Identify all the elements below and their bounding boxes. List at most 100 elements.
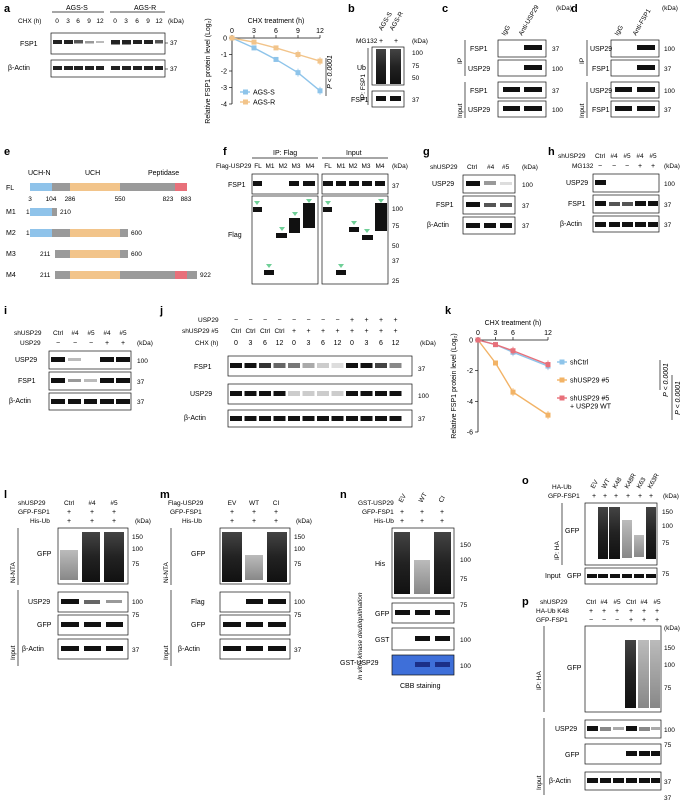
- j-usp29-sign: +: [364, 317, 368, 324]
- svg-text:K63R: K63R: [647, 472, 661, 490]
- j-usp29-bands: [230, 391, 402, 396]
- svg-text:M3: M3: [6, 251, 16, 258]
- svg-text:Input: Input: [579, 103, 586, 118]
- band: [360, 416, 373, 421]
- svg-text:IP: HA: IP: HA: [536, 671, 543, 690]
- band: [331, 363, 344, 368]
- band: [389, 363, 402, 368]
- j-chx-time: 12: [392, 340, 400, 347]
- svg-text:#4: #4: [636, 153, 644, 160]
- svg-text:Flag: Flag: [228, 232, 242, 239]
- svg-text:Ni-NTA: Ni-NTA: [10, 562, 17, 583]
- svg-text:Ni-NTA: Ni-NTA: [163, 562, 170, 583]
- svg-text:75: 75: [664, 685, 672, 692]
- svg-text:M1: M1: [265, 163, 274, 170]
- svg-text:IgG: IgG: [501, 24, 512, 37]
- a-chx-label: CHX (h): [18, 18, 41, 25]
- svg-text:104: 104: [46, 196, 57, 203]
- svg-text:1: 1: [26, 230, 30, 237]
- panel-label-n: n: [340, 489, 347, 501]
- legend-label: shCtrl: [570, 360, 589, 367]
- svg-text:100: 100: [294, 546, 305, 553]
- svg-text:CHX (h): CHX (h): [195, 340, 218, 347]
- y-axis-label: Relative FSP1 protein level (Log₂): [451, 333, 458, 438]
- svg-text:100: 100: [664, 727, 675, 734]
- svg-text:GST-USP29: GST-USP29: [340, 660, 379, 667]
- a-actin-bands: [53, 66, 163, 70]
- svg-text:GFP: GFP: [375, 611, 390, 618]
- svg-text:100: 100: [552, 107, 563, 114]
- svg-text:+: +: [440, 509, 444, 516]
- band: [317, 416, 329, 421]
- svg-text:+: +: [651, 163, 655, 170]
- svg-text:75: 75: [392, 223, 400, 230]
- svg-text:+: +: [230, 518, 234, 525]
- svg-text:0: 0: [113, 18, 117, 25]
- svg-text:+: +: [379, 38, 383, 45]
- band: [317, 391, 329, 396]
- svg-text:+: +: [105, 340, 109, 347]
- svg-text:37: 37: [552, 88, 560, 95]
- svg-text:100: 100: [664, 88, 675, 95]
- svg-text:Ctrl: Ctrl: [53, 330, 64, 337]
- svg-text:+: +: [420, 509, 424, 516]
- svg-text:+: +: [90, 509, 94, 516]
- chart-k: 0 3 6 12 0 -2 -4 -6 CHX treatment (h) Relative FS…: [451, 320, 682, 439]
- svg-text:600: 600: [131, 230, 142, 237]
- svg-text:GFP-FSP1: GFP-FSP1: [170, 509, 202, 516]
- band: [288, 416, 300, 421]
- legend-label: shUSP29 #5: [570, 378, 609, 385]
- j-usp29-sign: −: [321, 317, 325, 324]
- svg-text:USP29: USP29: [468, 66, 490, 73]
- band: [230, 391, 242, 396]
- a-group-r: AGS-R: [134, 5, 156, 12]
- svg-text:12: 12: [155, 18, 163, 25]
- svg-text:K48: K48: [612, 476, 624, 490]
- band: [302, 416, 315, 421]
- svg-text:GFP: GFP: [565, 528, 580, 535]
- svg-text:K63: K63: [636, 476, 648, 490]
- a-row-actin: β-Actin: [8, 65, 30, 72]
- panel-label-g: g: [423, 146, 430, 158]
- svg-text:(kDa): (kDa): [664, 163, 680, 170]
- svg-text:M3: M3: [291, 163, 300, 170]
- svg-text:M1: M1: [336, 163, 345, 170]
- b-ip-label: IP: FSP1: [360, 74, 367, 100]
- band: [375, 391, 387, 396]
- svg-text:37: 37: [664, 779, 672, 786]
- band: [331, 391, 344, 396]
- svg-text:(kDa): (kDa): [135, 518, 151, 525]
- svg-text:USP29: USP29: [566, 180, 588, 187]
- y-tick-label: -1: [221, 52, 227, 59]
- svg-text:GFP-FSP1: GFP-FSP1: [548, 493, 580, 500]
- svg-text:Peptidase: Peptidase: [148, 170, 179, 177]
- svg-text:3: 3: [124, 18, 128, 25]
- panel-label-h: h: [548, 146, 555, 158]
- j-chx-time: 0: [234, 340, 238, 347]
- data-point: [273, 45, 279, 51]
- svg-text:(kDa): (kDa): [296, 518, 312, 525]
- svg-text:+: +: [252, 509, 256, 516]
- svg-text:37: 37: [392, 258, 400, 265]
- svg-text:+: +: [614, 493, 618, 500]
- svg-text:9: 9: [146, 18, 150, 25]
- svg-text:100: 100: [137, 358, 148, 365]
- svg-text:+: +: [603, 493, 607, 500]
- svg-text:600: 600: [131, 251, 142, 258]
- x-tick-label: 12: [316, 28, 324, 35]
- legend-label: + USP29 WT: [570, 404, 612, 411]
- svg-text:FSP1: FSP1: [194, 364, 212, 371]
- svg-text:37: 37: [664, 107, 672, 114]
- svg-text:GFP-FSP1: GFP-FSP1: [362, 509, 394, 516]
- svg-text:#4: #4: [103, 330, 111, 337]
- panel-label-m: m: [160, 489, 170, 501]
- svg-text:β-Actin: β-Actin: [9, 398, 31, 405]
- svg-text:USP29: USP29: [20, 340, 41, 347]
- j-ctrl-label: Ctrl: [274, 328, 285, 335]
- band: [244, 416, 257, 421]
- panel-label-l: l: [4, 489, 7, 501]
- y-tick-label: 0: [223, 36, 227, 43]
- a-mw-37: 37: [170, 40, 178, 47]
- svg-text:shUSP29 #5: shUSP29 #5: [182, 328, 219, 335]
